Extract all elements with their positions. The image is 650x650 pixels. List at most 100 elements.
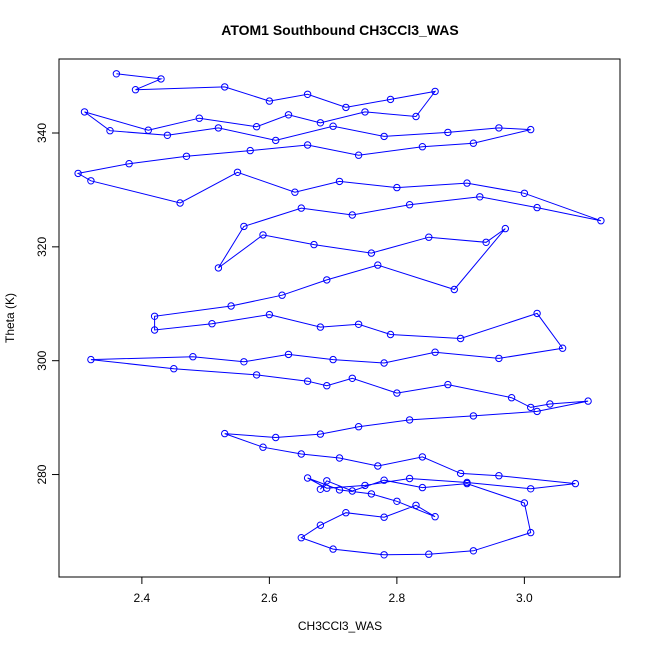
data-point [252, 123, 261, 131]
data-point [272, 433, 280, 442]
data-point [303, 141, 312, 149]
data-point [393, 389, 401, 397]
data-point [571, 479, 580, 488]
data-point [546, 400, 554, 408]
data-point [463, 179, 471, 187]
data-point [354, 423, 363, 431]
data-point [323, 276, 331, 284]
data-point [386, 330, 395, 339]
data-point [303, 474, 312, 482]
data-point [125, 160, 133, 168]
data-point [361, 108, 369, 116]
data-point [157, 75, 165, 83]
data-point [412, 501, 420, 509]
data-point [259, 443, 267, 451]
data-point [469, 547, 478, 555]
data-point [316, 119, 325, 127]
data-point [367, 249, 376, 257]
data-point [329, 545, 337, 553]
data-point [176, 199, 184, 207]
data-point [272, 136, 280, 145]
data-point [431, 348, 439, 356]
data-point [335, 177, 344, 186]
data-point [418, 453, 427, 461]
axes-layer: 2.4 2.6 2.8 3.0 280 300 320 340 [35, 123, 533, 605]
y-tick-label: 340 [35, 123, 49, 143]
data-point [195, 114, 204, 122]
data-point [393, 183, 401, 192]
data-point [316, 521, 325, 529]
data-point [291, 188, 299, 196]
data-point [297, 534, 305, 542]
data-point [482, 238, 490, 247]
data-point [495, 472, 503, 480]
data-point [214, 124, 223, 132]
data-point [380, 513, 388, 521]
data-point [259, 231, 267, 239]
y-axis-label: Theta (K) [3, 293, 17, 343]
data-point [367, 490, 376, 498]
data-point [233, 168, 242, 177]
data-point [87, 355, 95, 364]
data-point [214, 264, 223, 272]
data-point [380, 551, 388, 559]
data-point [527, 403, 535, 412]
data-point [393, 497, 401, 505]
data-point [520, 499, 529, 507]
data-point [527, 125, 535, 134]
y-tick-label: 300 [35, 350, 49, 370]
data-point [418, 143, 427, 151]
y-tick-label: 320 [35, 237, 49, 257]
data-point [221, 83, 229, 91]
data-point [227, 302, 235, 310]
data-point [374, 261, 382, 269]
data-point [80, 108, 89, 116]
data-point [495, 124, 503, 132]
x-tick-label: 2.6 [261, 591, 278, 605]
data-point [189, 353, 197, 361]
data-point [323, 477, 331, 485]
data-point [520, 189, 529, 198]
data-point [374, 462, 382, 470]
data-point [507, 394, 516, 402]
data-point [348, 374, 356, 382]
data-point [342, 509, 350, 517]
data-point [221, 429, 229, 438]
data-point [405, 201, 414, 209]
data-point [342, 103, 350, 112]
data-point [405, 474, 414, 483]
data-point [348, 487, 356, 495]
data-point [469, 412, 478, 420]
data-point [469, 139, 478, 147]
data-point [329, 355, 337, 364]
data-point [170, 365, 178, 373]
data-point [316, 430, 325, 438]
data-point [463, 479, 471, 488]
x-tick-label: 2.4 [134, 591, 151, 605]
data-point [425, 550, 433, 558]
data-point [246, 146, 254, 155]
y-tick-label: 280 [35, 464, 49, 484]
data-point [348, 211, 356, 219]
data-point [533, 203, 541, 212]
data-point [144, 126, 153, 134]
plot-frame [58, 58, 621, 578]
data-point [380, 359, 388, 367]
data-point [361, 481, 369, 490]
data-point [278, 291, 286, 299]
data-point [380, 476, 388, 484]
x-axis-label: CH3CCl3_WAS [298, 619, 382, 633]
data-point [335, 486, 344, 494]
data-point [431, 87, 439, 96]
data-point [533, 407, 541, 416]
data-point [150, 326, 159, 334]
data-point [527, 528, 535, 537]
data-point [584, 397, 592, 405]
data-point [431, 513, 439, 521]
data-point [450, 285, 458, 294]
data-point [476, 193, 484, 201]
data-point [303, 377, 312, 385]
data-point [380, 132, 388, 141]
data-point [252, 371, 261, 379]
